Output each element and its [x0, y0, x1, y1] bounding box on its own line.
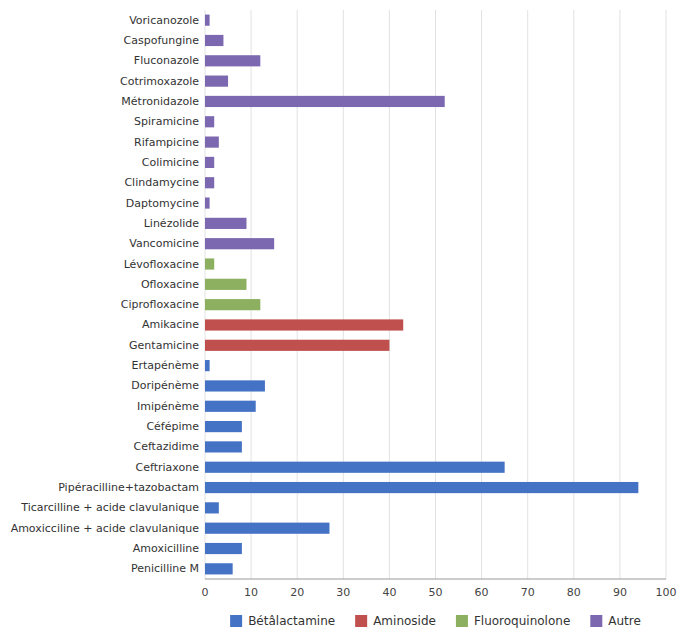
bars — [205, 15, 638, 575]
legend-label: Autre — [608, 614, 641, 628]
y-tick-label: Doripénème — [131, 379, 199, 392]
bar — [205, 15, 210, 26]
x-tick-label: 20 — [290, 586, 304, 599]
y-tick-label: Voricanozole — [129, 14, 199, 27]
grid — [205, 10, 666, 579]
y-tick-label: Penicilline M — [131, 562, 199, 575]
bar — [205, 177, 214, 188]
grid-line — [666, 10, 667, 579]
grid-line — [205, 10, 206, 579]
x-tick-label: 60 — [475, 586, 489, 599]
y-tick-label: Caspofungine — [124, 34, 200, 47]
y-tick-label: Pipéracilline+tazobactam — [58, 481, 199, 494]
bar — [205, 238, 274, 249]
chart: 0 10 20 30 40 50 60 70 80 90 100 Voricanozole Caspof… — [0, 0, 688, 641]
y-tick-label: Amoxicilline — [133, 542, 199, 555]
bar — [205, 360, 210, 371]
grid-line — [619, 10, 620, 579]
y-tick-label: Spiramicine — [134, 115, 199, 128]
x-tick-label: 40 — [382, 586, 396, 599]
y-tick-label: Colimicine — [142, 156, 199, 169]
bar — [205, 502, 219, 513]
bar — [205, 96, 445, 107]
y-tick-label: Ertapénème — [132, 359, 200, 372]
bar — [205, 543, 242, 554]
bar — [205, 116, 214, 127]
y-tick-label: Métronidazole — [121, 95, 199, 108]
y-tick-label: Ofloxacine — [141, 278, 199, 291]
x-tick-label: 50 — [429, 586, 443, 599]
y-tick-label: Imipénème — [137, 400, 199, 413]
bar — [205, 482, 638, 493]
grid-line — [343, 10, 344, 579]
bar — [205, 441, 242, 452]
grid-line — [573, 10, 574, 579]
bar — [205, 401, 256, 412]
x-tick-label: 70 — [521, 586, 535, 599]
bar — [205, 462, 505, 473]
bar — [205, 35, 223, 46]
bar — [205, 279, 246, 290]
grid-line — [481, 10, 482, 579]
y-axis: Voricanozole Caspofungine Fluconazole Cotri… — [11, 14, 200, 576]
bar — [205, 218, 246, 229]
y-tick-label: Amikacine — [142, 318, 199, 331]
y-tick-label: Vancomicine — [129, 237, 199, 250]
grid-line — [389, 10, 390, 579]
x-tick-label: 100 — [656, 586, 677, 599]
bar — [205, 299, 260, 310]
grid-line — [251, 10, 252, 579]
legend-swatch — [590, 615, 602, 627]
y-tick-label: Ceftriaxone — [136, 461, 200, 474]
x-tick-label: 80 — [567, 586, 581, 599]
y-tick-label: Gentamicine — [129, 339, 199, 352]
bar — [205, 563, 233, 574]
y-tick-label: Fluconazole — [134, 54, 199, 67]
bar — [205, 55, 260, 66]
bar — [205, 197, 210, 208]
bar — [205, 76, 228, 87]
y-tick-label: Ceftazidime — [133, 440, 199, 453]
legend-label: Fluoroquinolone — [474, 614, 570, 628]
x-axis-line — [205, 579, 666, 580]
x-tick-label: 0 — [202, 586, 209, 599]
legend-label: Aminoside — [373, 614, 436, 628]
x-tick-label: 10 — [244, 586, 258, 599]
x-tick-label: 90 — [613, 586, 627, 599]
bar — [205, 340, 389, 351]
x-axis: 0 10 20 30 40 50 60 70 80 90 100 — [202, 579, 677, 599]
y-tick-label: Ciprofloxacine — [121, 298, 199, 311]
legend-swatch — [230, 615, 242, 627]
y-tick-label: Lévofloxacine — [124, 258, 200, 271]
grid-line — [527, 10, 528, 579]
y-tick-label: Amoxicciline + acide clavulanique — [11, 522, 200, 535]
legend-label: Bétâlactamine — [248, 614, 335, 628]
y-tick-label: Daptomycine — [126, 197, 200, 210]
grid-line — [435, 10, 436, 579]
legend-swatch — [456, 615, 468, 627]
bar — [205, 380, 265, 391]
y-tick-label: Linézolide — [144, 217, 200, 230]
y-tick-label: Cotrimoxazole — [120, 75, 199, 88]
bar — [205, 137, 219, 148]
bar — [205, 258, 214, 269]
y-tick-label: Ticarcilline + acide clavulanique — [20, 501, 199, 514]
legend: Bétâlactamine Aminoside Fluoroquinolone Aut… — [230, 614, 641, 628]
y-tick-label: Céfépime — [146, 420, 199, 433]
y-tick-label: Clindamycine — [124, 176, 199, 189]
bar — [205, 421, 242, 432]
bar — [205, 319, 403, 330]
y-tick-label: Rifampicine — [134, 136, 199, 149]
grid-line — [297, 10, 298, 579]
legend-swatch — [355, 615, 367, 627]
x-tick-label: 30 — [336, 586, 350, 599]
bar — [205, 523, 329, 534]
bar — [205, 157, 214, 168]
